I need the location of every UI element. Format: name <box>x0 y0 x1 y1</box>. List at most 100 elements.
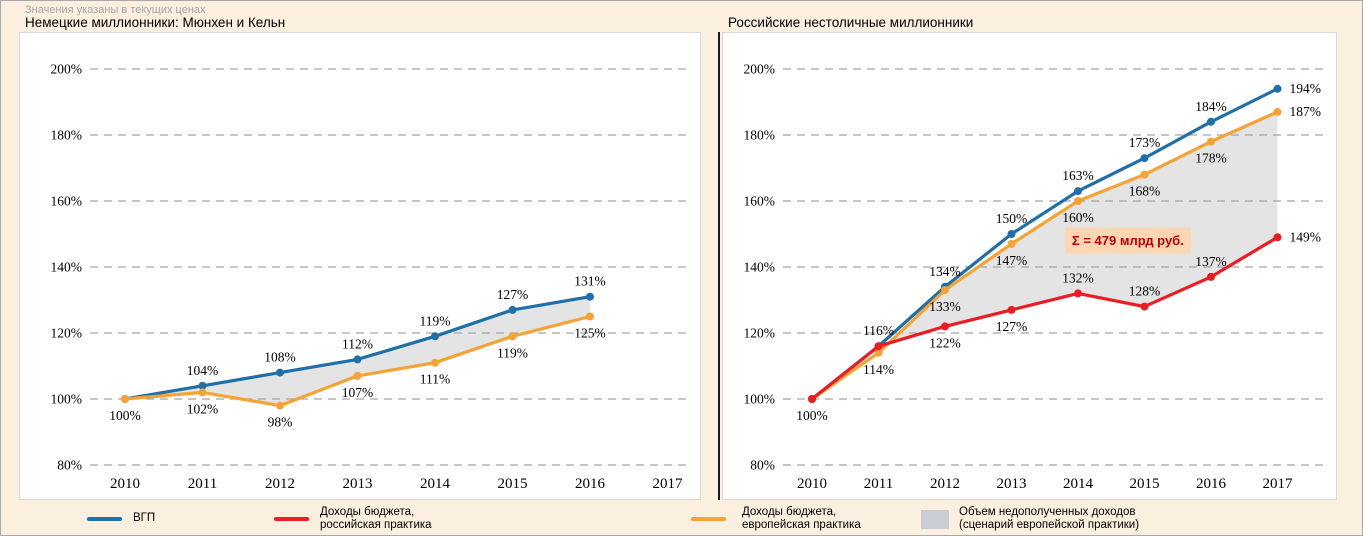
data-point <box>353 355 362 364</box>
x-axis-tick: 2012 <box>930 476 960 492</box>
data-label: 112% <box>342 336 373 351</box>
legend-label: ВГП <box>133 512 156 525</box>
y-axis-tick: 200% <box>744 62 776 77</box>
x-axis-tick: 2011 <box>864 476 893 492</box>
y-axis-tick: 200% <box>51 62 83 77</box>
data-point <box>1007 230 1016 238</box>
data-label: 168% <box>1129 184 1161 199</box>
shortfall-band <box>812 111 1278 400</box>
legend-swatch-line <box>87 517 122 521</box>
x-axis-tick: 2010 <box>797 476 827 492</box>
data-label: 122% <box>929 335 961 350</box>
x-axis-tick: 2013 <box>343 476 373 492</box>
data-point <box>1140 154 1149 163</box>
data-point <box>874 348 883 357</box>
legend-item-1: ВГП <box>87 502 156 535</box>
data-point <box>198 381 207 390</box>
y-axis-tick: 100% <box>744 392 776 407</box>
series-blue <box>121 292 594 403</box>
legend-item-2: Доходы бюджета, российская практика <box>274 502 432 535</box>
x-axis-tick: 2014 <box>420 476 451 492</box>
y-axis-tick: 120% <box>744 326 776 341</box>
data-label: 108% <box>264 350 296 365</box>
data-point <box>1007 239 1016 248</box>
data-label: 125% <box>574 326 606 341</box>
data-label: 137% <box>1195 254 1227 269</box>
data-label: 127% <box>497 287 529 302</box>
y-axis-tick: 120% <box>51 326 83 341</box>
legend-swatch-line <box>274 517 309 521</box>
y-axis-tick: 160% <box>744 194 776 209</box>
legend: ВГП Доходы бюджета, российская практика До… <box>1 502 1362 535</box>
data-label: 133% <box>929 299 961 314</box>
data-label: 116% <box>863 323 894 338</box>
data-label: 100% <box>109 408 141 423</box>
x-axis-tick: 2016 <box>575 476 606 492</box>
data-point <box>353 371 362 380</box>
x-axis-tick: 2015 <box>498 476 528 492</box>
data-label: 100% <box>796 408 828 423</box>
data-label: 128% <box>1129 284 1161 299</box>
gridlines: 80% 100% 120% 140% 160% 180% 200% <box>51 62 690 473</box>
x-axis-tick: 2015 <box>1130 476 1160 492</box>
x-axis-tick: 2013 <box>997 476 1027 492</box>
legend-item-4: Объем недополученных доходов (сценарий е… <box>921 502 1140 535</box>
y-axis-tick: 80% <box>57 458 82 473</box>
data-label: 132% <box>1062 270 1094 285</box>
data-point <box>508 332 517 341</box>
data-labels: 116% 134% 150% 163% 173% 184% 194% 114% 133% 147%… <box>796 81 1321 423</box>
data-point <box>1273 84 1282 93</box>
legend-label: Объем недополученных доходов (сценарий е… <box>959 505 1140 531</box>
data-label: 131% <box>574 274 606 289</box>
data-labels: 100% 104% 108% 112% 119% 127% 131% 102% 98% 107% 1… <box>109 274 606 430</box>
chart-title-german: Немецкие миллионники: Мюнхен и Кельн <box>25 15 286 30</box>
sum-annotation: Σ = 479 млрд руб. <box>1064 227 1191 254</box>
y-axis-tick: 140% <box>51 260 83 275</box>
legend-label: Доходы бюджета, европейская практика <box>742 505 861 531</box>
data-point <box>431 332 439 341</box>
data-label: 173% <box>1129 135 1161 150</box>
data-label: 107% <box>342 385 374 400</box>
y-axis-tick: 180% <box>744 128 776 143</box>
data-point <box>1140 302 1149 311</box>
data-point <box>586 312 594 321</box>
line-chart-german: 80%100%120%140%160%180%200%2010 2011 2012 2… <box>51 62 690 492</box>
data-point <box>1207 137 1215 146</box>
data-label: 119% <box>497 345 528 360</box>
data-label: 127% <box>996 319 1028 334</box>
x-axis-tick: 2012 <box>265 476 295 492</box>
data-label: 111% <box>420 372 451 387</box>
legend-swatch-area <box>921 509 949 529</box>
data-point <box>1207 117 1215 126</box>
data-point <box>198 388 207 397</box>
legend-label: Доходы бюджета, российская практика <box>320 505 432 531</box>
x-axis-ticks: 2010 2011 2012 2013 2014 2015 2016 2017 <box>110 476 683 492</box>
data-label: 114% <box>863 362 894 377</box>
y-axis-tick: 160% <box>51 194 83 209</box>
data-point <box>874 342 883 351</box>
data-label: 184% <box>1195 99 1227 114</box>
y-axis-tick: 100% <box>51 392 83 407</box>
data-point <box>1074 187 1082 196</box>
x-axis-tick: 2017 <box>653 476 684 492</box>
x-axis-tick: 2016 <box>1196 476 1227 492</box>
data-point <box>1207 272 1215 281</box>
data-point <box>1273 107 1282 116</box>
data-point <box>586 292 594 301</box>
data-point <box>508 305 517 314</box>
data-point <box>1074 289 1082 298</box>
x-axis-tick: 2010 <box>110 476 140 492</box>
price-note: Значения указаны в текущих ценах <box>25 4 206 16</box>
chart-panel-russian: 80% 100% 120% 140% 160% 180% 200% 2010 2011 2012 2… <box>722 32 1337 500</box>
data-point <box>1074 197 1082 205</box>
y-axis-tick: 140% <box>744 260 776 275</box>
data-point <box>1007 305 1016 314</box>
line-chart-russian: 80%100%120%140%160%180%200%2010 2011 2012 2… <box>744 62 1326 492</box>
data-label: 147% <box>996 253 1028 268</box>
data-point <box>941 322 949 331</box>
chart-title-russian: Российские нестоличные миллионники <box>728 15 974 30</box>
chart-panel-german: 80% 100% 120% 140% 160% 180% 200% 2010 2011 2012 2… <box>19 32 701 500</box>
data-point <box>276 401 284 410</box>
data-point <box>1273 233 1282 242</box>
